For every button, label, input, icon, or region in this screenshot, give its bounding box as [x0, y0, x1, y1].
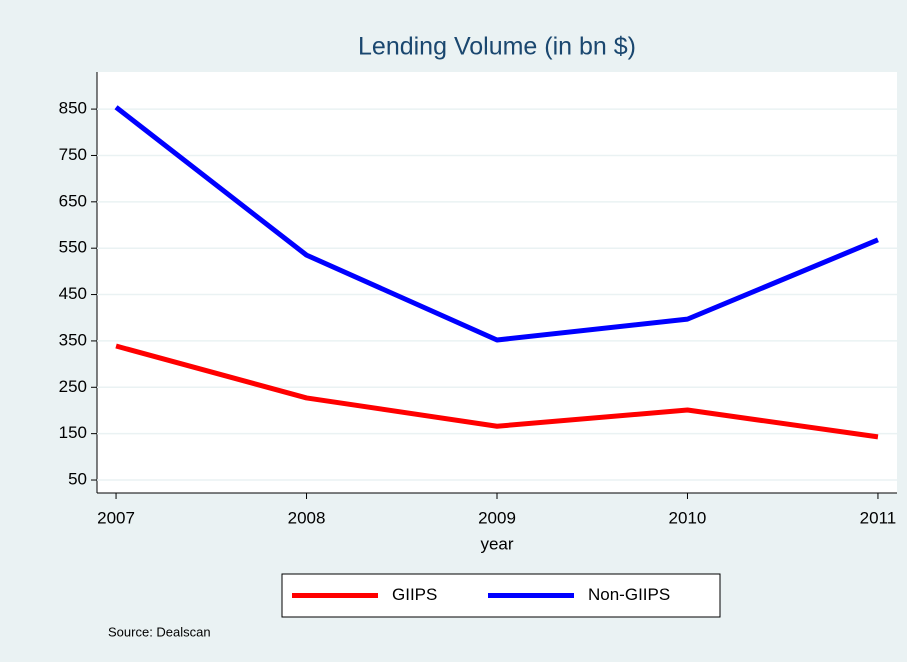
legend-label: Non-GIIPS [588, 585, 670, 604]
x-tick-label: 2009 [478, 508, 516, 527]
x-tick-label: 2007 [97, 508, 135, 527]
x-tick-label: 2010 [669, 508, 707, 527]
y-tick-label: 250 [59, 377, 87, 396]
y-tick-label: 450 [59, 284, 87, 303]
y-tick-label: 50 [68, 470, 87, 489]
y-tick-label: 650 [59, 191, 87, 210]
y-tick-label: 150 [59, 423, 87, 442]
y-tick-label: 750 [59, 145, 87, 164]
series-line [114, 105, 879, 343]
y-tick-label: 550 [59, 238, 87, 257]
series-line [115, 343, 879, 440]
y-tick-label: 850 [59, 99, 87, 118]
y-tick-label: 350 [59, 330, 87, 349]
source-note: Source: Dealscan [108, 624, 211, 639]
chart-title: Lending Volume (in bn $) [358, 33, 636, 61]
x-tick-label: 2008 [288, 508, 326, 527]
x-axis-label: year [480, 534, 513, 553]
legend-label: GIIPS [392, 585, 437, 604]
x-tick-label: 2011 [860, 508, 897, 527]
